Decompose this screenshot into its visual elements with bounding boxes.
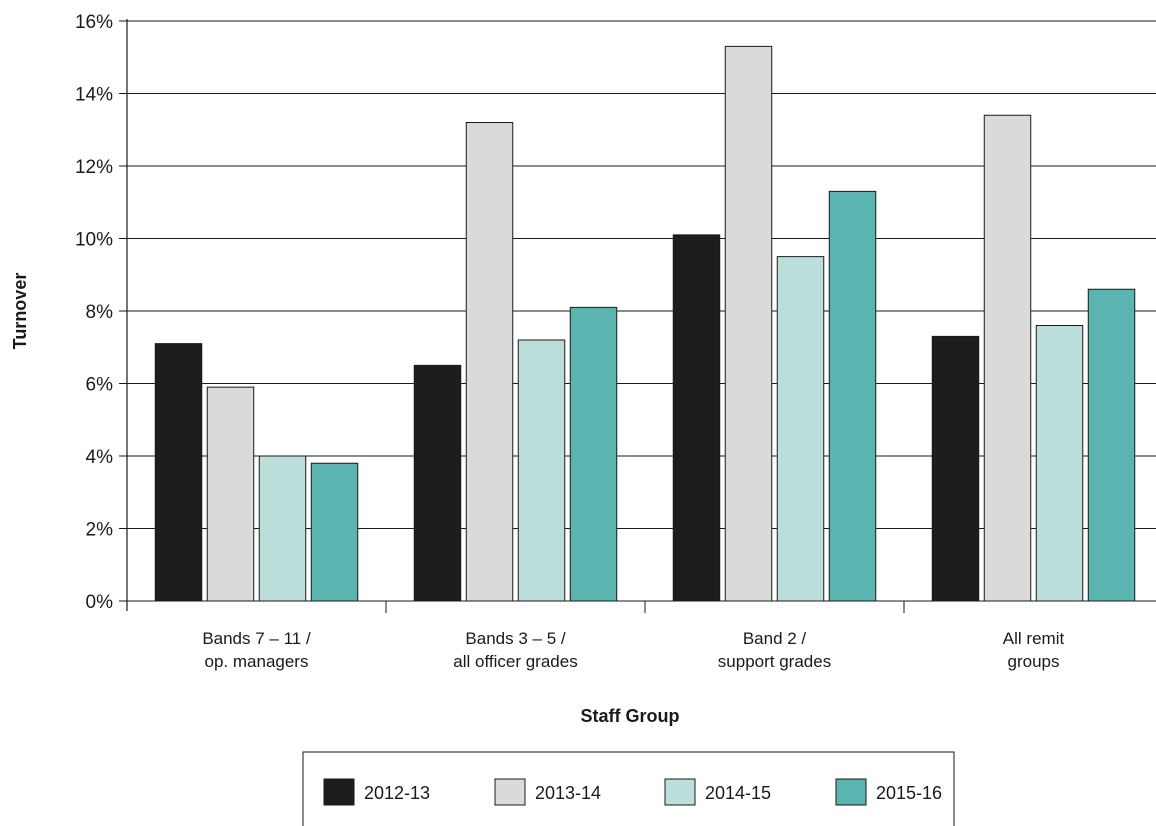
category-label-line: Bands 3 – 5 / — [465, 629, 565, 648]
bar-2012-13-3 — [672, 234, 721, 602]
bar-2014-15-1 — [258, 455, 307, 602]
y-tick-label: 2% — [86, 520, 114, 541]
bar-2013-14-1 — [206, 386, 255, 602]
category-label-line: support grades — [718, 652, 831, 671]
legend-label: 2014-15 — [705, 783, 771, 803]
category-label-line: Band 2 / — [743, 629, 807, 648]
bar-2012-13-4 — [931, 335, 980, 602]
y-tick-label: 14% — [75, 85, 113, 106]
category-label: All remit groups — [1003, 629, 1065, 671]
bar-2015-16-1 — [310, 462, 359, 602]
legend-label: 2013-14 — [535, 783, 601, 803]
legend-swatch-2014-15 — [664, 778, 696, 806]
y-tick-label: 6% — [86, 375, 114, 396]
y-axis-title: Turnover — [10, 273, 30, 350]
axes: 0% 2% 4% 6% 8% 10% 12% 14% 16% Bands 7 – 11 / op. … — [10, 12, 1065, 726]
bar-2013-14-2 — [465, 122, 514, 602]
bar-2013-14-3 — [724, 45, 773, 602]
y-tick-label: 12% — [75, 157, 113, 178]
legend-label: 2015-16 — [876, 783, 942, 803]
bar-2014-15-4 — [1035, 325, 1084, 602]
bar-2015-16-2 — [569, 306, 618, 602]
legend-swatch-2015-16 — [835, 778, 867, 806]
bar-2014-15-3 — [776, 256, 825, 602]
y-tick-label: 4% — [86, 447, 114, 468]
category-label: Bands 3 – 5 / all officer grades — [453, 629, 577, 671]
bar-2015-16-4 — [1087, 288, 1136, 602]
category-label-line: groups — [1008, 652, 1060, 671]
bar-2012-13-1 — [154, 343, 203, 602]
legend-swatch-2013-14 — [494, 778, 526, 806]
category-label-line: All remit — [1003, 629, 1065, 648]
x-axis-title: Staff Group — [581, 706, 680, 726]
bar-2014-15-2 — [517, 339, 566, 602]
category-label-line: all officer grades — [453, 652, 577, 671]
category-label: Band 2 / support grades — [718, 629, 831, 671]
y-tick-label: 10% — [75, 230, 113, 251]
y-tick-label: 16% — [75, 12, 113, 33]
legend-label: 2012-13 — [364, 783, 430, 803]
y-tick-label: 8% — [86, 302, 114, 323]
category-label: Bands 7 – 11 / op. managers — [202, 629, 311, 671]
bar-2013-14-4 — [983, 114, 1032, 602]
bar-2012-13-2 — [413, 364, 462, 602]
legend: 2012-13 2013-14 2014-15 2015-16 — [302, 751, 955, 826]
bar-2015-16-3 — [828, 190, 877, 602]
bars — [154, 45, 1136, 602]
y-tick-label: 0% — [86, 592, 114, 613]
category-label-line: op. managers — [205, 652, 309, 671]
category-label-line: Bands 7 – 11 / — [202, 629, 311, 648]
legend-swatch-2012-13 — [323, 778, 355, 806]
